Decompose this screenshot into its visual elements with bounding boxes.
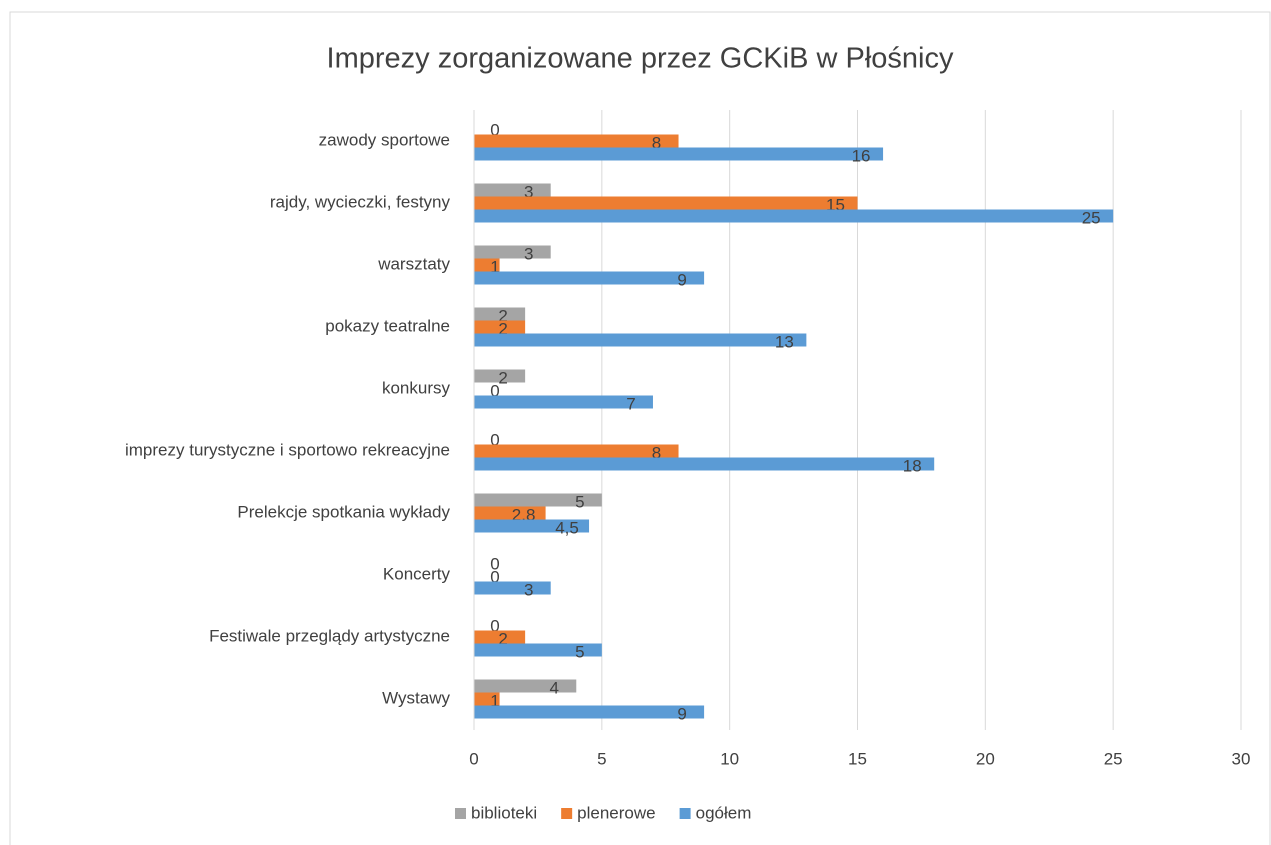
y-tick-label: Festiwale przeglądy artystyczne: [209, 626, 450, 645]
data-label: 1: [490, 691, 499, 710]
y-tick-label: Prelekcje spotkania wykłady: [237, 502, 450, 521]
y-tick-label: rajdy, wycieczki, festyny: [270, 192, 451, 211]
bar: [474, 493, 602, 507]
legend-label: plenerowe: [577, 803, 655, 822]
bar: [474, 183, 551, 197]
bar: [474, 643, 602, 657]
data-label: 9: [677, 704, 686, 723]
data-label: 3: [524, 182, 533, 201]
bar: [474, 134, 679, 148]
bar: [474, 245, 551, 259]
data-label: 4,5: [555, 518, 579, 537]
data-label: 8: [652, 443, 661, 462]
data-label: 16: [852, 146, 871, 165]
bar: [474, 457, 935, 471]
data-label: 3: [524, 244, 533, 263]
data-label: 0: [490, 616, 499, 635]
bar: [474, 630, 526, 644]
legend-swatch: [679, 808, 691, 819]
x-tick-label: 25: [1104, 749, 1123, 768]
y-tick-label: konkursy: [382, 378, 451, 397]
bar: [474, 369, 526, 383]
y-tick-label: warsztaty: [377, 254, 450, 273]
bar: [474, 209, 1114, 223]
data-label: 18: [903, 456, 922, 475]
data-label: 0: [490, 120, 499, 139]
bar: [474, 320, 526, 334]
data-label: 2: [498, 368, 507, 387]
data-label: 8: [652, 133, 661, 152]
bar: [474, 444, 679, 458]
data-label: 7: [626, 394, 635, 413]
x-tick-label: 5: [597, 749, 606, 768]
bar: [474, 333, 807, 347]
x-tick-label: 20: [976, 749, 995, 768]
legend-swatch: [561, 808, 573, 819]
chart-title: Imprezy zorganizowane przez GCKiB w Płoś…: [327, 43, 954, 75]
data-label: 5: [575, 642, 584, 661]
y-tick-label: imprezy turystyczne i sportowo rekreacyj…: [125, 440, 450, 459]
y-tick-label: zawody sportowe: [319, 130, 450, 149]
bar: [474, 307, 526, 321]
legend-swatch: [455, 808, 466, 819]
bar: [474, 196, 858, 210]
data-label: 0: [490, 554, 499, 573]
x-tick-label: 15: [848, 749, 867, 768]
data-label: 0: [490, 381, 499, 400]
bar: [474, 705, 705, 719]
bar: [474, 395, 653, 409]
y-tick-label: Koncerty: [383, 564, 451, 583]
bar: [474, 519, 590, 533]
data-label: 13: [775, 332, 794, 351]
data-label: 1: [490, 257, 499, 276]
data-label: 2: [498, 319, 507, 338]
y-tick-label: pokazy teatralne: [325, 316, 450, 335]
legend-label: ogółem: [696, 803, 752, 822]
bar: [474, 258, 500, 272]
data-label: 0: [490, 567, 499, 586]
data-label: 3: [524, 580, 533, 599]
data-label: 9: [677, 270, 686, 289]
data-label: 2: [498, 306, 507, 325]
bar: [474, 147, 884, 161]
data-label: 5: [575, 492, 584, 511]
x-tick-label: 30: [1232, 749, 1251, 768]
x-tick-label: 10: [720, 749, 739, 768]
bar: [474, 271, 705, 285]
data-label: 25: [1082, 208, 1101, 227]
bar: [474, 679, 577, 693]
bar: [474, 692, 500, 706]
data-label: 4: [550, 678, 559, 697]
data-label: 2: [498, 629, 507, 648]
y-tick-label: Wystawy: [382, 688, 450, 707]
bar: [474, 581, 551, 595]
legend-label: biblioteki: [471, 803, 537, 822]
bar: [474, 506, 546, 520]
x-tick-label: 0: [469, 749, 478, 768]
data-label: 0: [490, 430, 499, 449]
